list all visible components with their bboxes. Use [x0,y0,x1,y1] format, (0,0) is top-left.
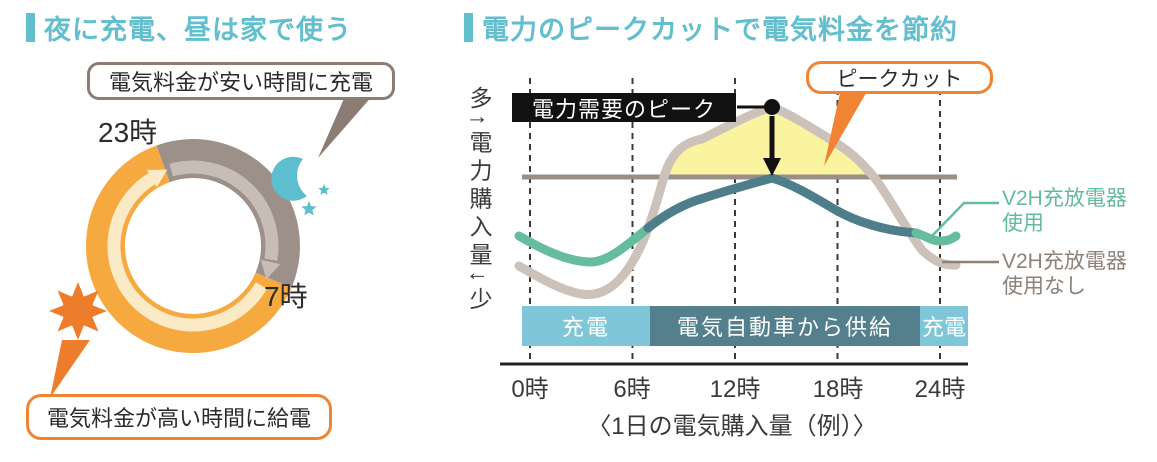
peak-demand-label-text: 電力需要のピーク [531,96,716,122]
peakcut-bubble-tail [824,88,869,166]
series-v2h-line-charge-am [514,223,653,267]
legend-connector-v2h [931,201,999,237]
peak-arrow-head [763,158,781,176]
line-chart [500,78,999,366]
expensive-hours-bubble-text: 電気料金が高い時間に給電 [46,406,311,431]
sun-icon [49,282,107,340]
y-axis-label: 多↑電力購入量↓少 [466,86,492,315]
bubble-bottom-tail [50,340,90,398]
x-tick-0: 0時 [511,376,549,403]
right-title-text: 電力のピークカットで電気料金を節約 [482,15,958,45]
clock-arrow-day [107,169,268,332]
band-ev-supply: 電気自動車から供給 [650,306,920,346]
legend-v2h-used-line1: V2H充放電器 [1002,187,1127,210]
legend-v2h-not-used-line2: 使用なし [1002,274,1086,298]
x-tick-12: 12時 [709,376,761,403]
x-tick-24: 24時 [914,376,966,403]
peak-cut-fill [664,107,874,177]
series-v2h-line-charge-pm [911,228,961,246]
cheap-hours-bubble-text: 電気料金が安い時間に充電 [108,70,373,95]
stars-icon [301,184,330,216]
legend-v2h-not-used: V2H充放電器 使用なし [1002,250,1127,300]
legend-v2h-not-used-line1: V2H充放電器 [1002,250,1127,273]
band-charge-pm: 充電 [920,306,968,346]
peak-demand-label-box: 電力需要のピーク [512,93,736,122]
band-charge-am: 充電 [522,306,650,346]
title-bar-marker [26,13,35,42]
left-title-text: 夜に充電、昼は家で使う [44,15,352,45]
x-tick-6: 6時 [613,376,651,403]
expensive-hours-bubble: 電気料金が高い時間に給電 [26,394,332,440]
title-bar-marker [464,13,473,42]
donut-segment-night [156,139,300,288]
cheap-hours-bubble: 電気料金が安い時間に充電 [87,62,395,100]
peak-cut-bubble: ピークカット [806,61,993,94]
peak-cut-bubble-text: ピークカット [836,67,963,91]
clock-arrow-night [169,160,281,280]
x-tick-18: 18時 [812,376,864,403]
peak-marker [737,99,781,176]
left-section-title: 夜に充電、昼は家で使う [26,8,352,47]
series-v2h-line-supply [643,173,921,238]
legend-v2h-used: V2H充放電器 使用 [1002,187,1127,237]
right-section-title: 電力のピークカットで電気料金を節約 [464,8,958,47]
donut-chart [49,94,374,398]
time-label-23: 23時 [98,117,158,148]
peak-dot [764,99,780,115]
legend-v2h-used-line2: 使用 [1002,211,1044,235]
time-label-7: 7時 [264,281,308,312]
series-no-v2h-line [514,102,961,300]
moon-icon [271,156,307,201]
bubble-top-tail [318,94,374,158]
chart-caption: 〈1日の電気購入量（例）〉 [587,413,877,440]
